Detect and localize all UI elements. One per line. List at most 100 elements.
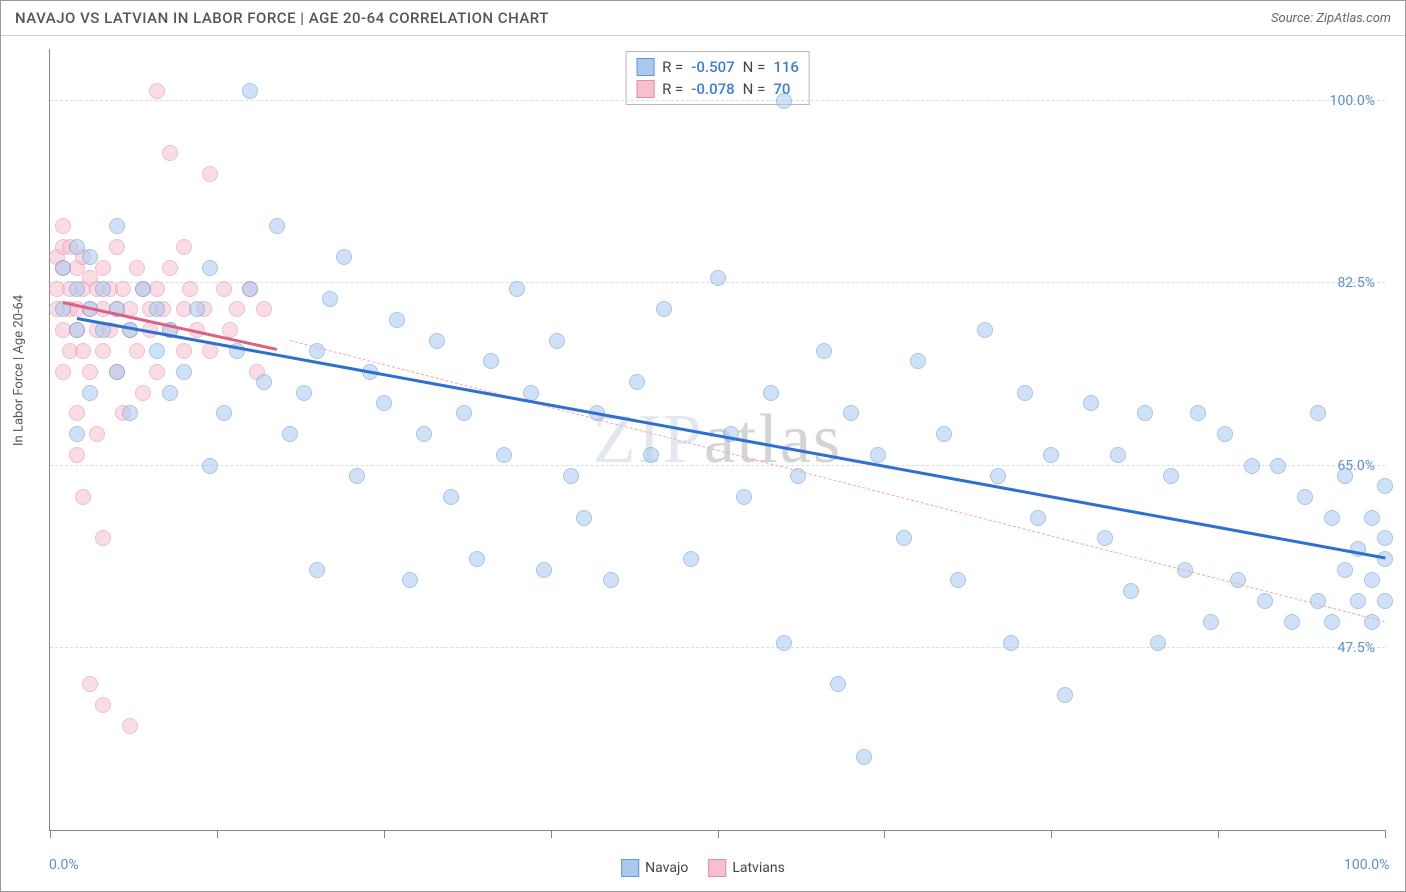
data-point <box>82 364 98 380</box>
data-point <box>149 364 165 380</box>
data-point <box>429 333 445 349</box>
data-point <box>256 301 272 317</box>
stat-r-latvians: -0.078 <box>691 80 734 98</box>
data-point <box>69 405 85 421</box>
data-point <box>182 281 198 297</box>
data-point <box>149 301 165 317</box>
data-point <box>483 353 499 369</box>
data-point <box>95 530 111 546</box>
legend: Navajo Latvians <box>621 859 785 877</box>
data-point <box>202 166 218 182</box>
data-point <box>69 447 85 463</box>
data-point <box>910 353 926 369</box>
data-point <box>89 426 105 442</box>
data-point <box>176 343 192 359</box>
data-point <box>776 93 792 109</box>
trend-line <box>76 317 1385 559</box>
data-point <box>990 468 1006 484</box>
data-point <box>216 281 232 297</box>
data-point <box>389 312 405 328</box>
data-point <box>282 426 298 442</box>
data-point <box>129 343 145 359</box>
data-point <box>563 468 579 484</box>
data-point <box>656 301 672 317</box>
stat-r-navajo: -0.507 <box>691 58 734 76</box>
data-point <box>309 562 325 578</box>
stat-r-label: R = <box>662 58 683 76</box>
data-point <box>122 405 138 421</box>
data-point <box>936 426 952 442</box>
data-point <box>1030 510 1046 526</box>
watermark-part1: ZIP <box>593 401 704 478</box>
data-point <box>1123 583 1139 599</box>
stat-n-navajo: 116 <box>773 58 799 76</box>
data-point <box>1257 593 1273 609</box>
data-point <box>1057 687 1073 703</box>
data-point <box>176 239 192 255</box>
data-point <box>496 447 512 463</box>
data-point <box>1137 405 1153 421</box>
chart-header: NAVAJO VS LATVIAN IN LABOR FORCE | AGE 2… <box>1 1 1405 36</box>
data-point <box>763 385 779 401</box>
data-point <box>149 83 165 99</box>
data-point <box>629 374 645 390</box>
data-point <box>82 249 98 265</box>
data-point <box>1150 635 1166 651</box>
data-point <box>229 301 245 317</box>
data-point <box>1097 530 1113 546</box>
x-axis-label-max: 100.0% <box>1344 857 1389 873</box>
data-point <box>202 458 218 474</box>
data-point <box>1190 405 1206 421</box>
data-point <box>896 530 912 546</box>
trend-line-dashed <box>290 340 1385 622</box>
chart-container: NAVAJO VS LATVIAN IN LABOR FORCE | AGE 2… <box>0 0 1406 892</box>
data-point <box>1043 447 1059 463</box>
data-point <box>135 385 151 401</box>
data-point <box>856 749 872 765</box>
data-point <box>710 270 726 286</box>
data-point <box>1203 614 1219 630</box>
data-point <box>1244 458 1260 474</box>
data-point <box>95 281 111 297</box>
stat-r-label-2: R = <box>662 80 683 98</box>
data-point <box>1364 510 1380 526</box>
data-point <box>1324 510 1340 526</box>
data-point <box>443 489 459 505</box>
data-point <box>1284 614 1300 630</box>
data-point <box>75 489 91 505</box>
data-point <box>75 343 91 359</box>
data-point <box>977 322 993 338</box>
data-point <box>1270 458 1286 474</box>
data-point <box>296 385 312 401</box>
data-point <box>69 281 85 297</box>
data-point <box>162 260 178 276</box>
data-point <box>1364 572 1380 588</box>
data-point <box>149 343 165 359</box>
data-point <box>870 447 886 463</box>
data-point <box>82 676 98 692</box>
chart-title: NAVAJO VS LATVIAN IN LABOR FORCE | AGE 2… <box>15 9 549 27</box>
data-point <box>1324 614 1340 630</box>
x-axis-label-min: 0.0% <box>49 857 79 873</box>
data-point <box>469 551 485 567</box>
data-point <box>322 291 338 307</box>
stat-n-label-2: N = <box>743 80 766 98</box>
data-point <box>336 249 352 265</box>
data-point <box>115 281 131 297</box>
data-point <box>1017 385 1033 401</box>
stats-row-latvians: R = -0.078 N = 70 <box>636 78 799 100</box>
data-point <box>256 374 272 390</box>
data-point <box>109 364 125 380</box>
swatch-latvians <box>636 80 654 98</box>
data-point <box>95 260 111 276</box>
data-point <box>1377 593 1393 609</box>
data-point <box>242 83 258 99</box>
legend-swatch-latvians <box>708 859 726 877</box>
data-point <box>69 426 85 442</box>
data-point <box>55 364 71 380</box>
data-point <box>1377 530 1393 546</box>
data-point <box>242 281 258 297</box>
data-point <box>376 395 392 411</box>
data-point <box>1163 468 1179 484</box>
data-point <box>122 718 138 734</box>
